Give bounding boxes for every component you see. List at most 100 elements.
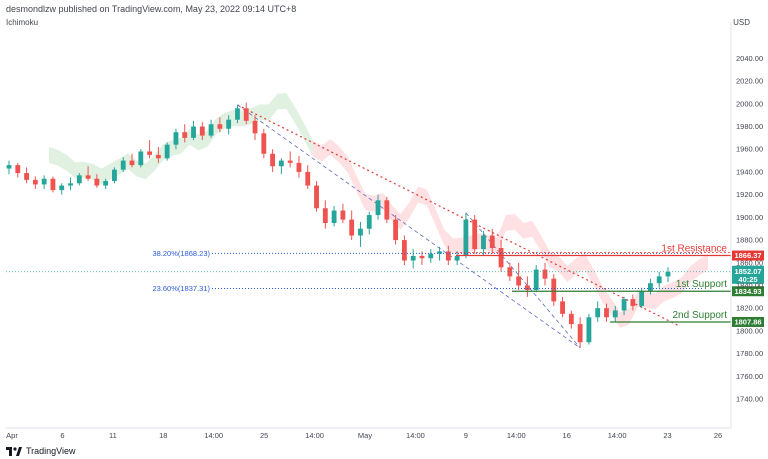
candle-body bbox=[533, 269, 539, 291]
candle-body bbox=[6, 165, 12, 169]
candle-body bbox=[191, 126, 196, 138]
key-level-price-text: 1807.86 bbox=[734, 318, 761, 327]
time-tick-label: 18 bbox=[159, 431, 167, 440]
key-level-price-tag bbox=[732, 316, 764, 327]
price-tick-label: 1840.00 bbox=[736, 281, 763, 290]
price-tick-label: 1940.00 bbox=[736, 167, 763, 176]
time-tick-label: 14:00 bbox=[507, 431, 526, 440]
candle-body bbox=[375, 200, 381, 216]
candle-body bbox=[665, 271, 671, 277]
candle-body bbox=[182, 132, 188, 138]
candle-body bbox=[41, 178, 47, 185]
time-tick-label: 23 bbox=[663, 431, 671, 440]
indicator-label[interactable]: Ichimoku bbox=[6, 18, 39, 27]
candle-body bbox=[68, 183, 73, 186]
candle-body bbox=[217, 124, 223, 129]
candle-body bbox=[155, 154, 161, 159]
price-tick-label: 1800.00 bbox=[736, 326, 763, 335]
current-price-tag bbox=[732, 265, 764, 284]
candle-body bbox=[507, 267, 513, 277]
candle-body bbox=[322, 208, 328, 224]
time-tick-label: 25 bbox=[260, 431, 268, 440]
candle-body bbox=[112, 169, 117, 182]
descending-trendline-inner bbox=[465, 212, 581, 349]
candle-body bbox=[516, 276, 522, 286]
key-level-price-text: 1866.37 bbox=[734, 251, 761, 260]
candle-body bbox=[314, 185, 319, 209]
price-tick-label: 1860.00 bbox=[736, 258, 763, 267]
price-tick-label: 2040.00 bbox=[736, 54, 763, 63]
candle-body bbox=[278, 160, 284, 167]
candle-body bbox=[604, 308, 609, 318]
candle-body bbox=[445, 251, 451, 261]
current-price-text: 1852.07 bbox=[734, 267, 761, 276]
price-tick-label: 1780.00 bbox=[736, 349, 763, 358]
candle-body bbox=[59, 185, 65, 191]
candle-body bbox=[524, 285, 530, 291]
time-tick-label: 6 bbox=[60, 431, 64, 440]
candle-body bbox=[32, 179, 38, 185]
candle-body bbox=[410, 255, 416, 261]
fib-level-label: 23.60%(1837.31) bbox=[152, 284, 210, 293]
candle-body bbox=[481, 235, 486, 250]
candle-body bbox=[50, 178, 56, 191]
time-tick-label: 14:00 bbox=[305, 431, 324, 440]
candle-body bbox=[498, 248, 504, 268]
candle-body bbox=[621, 299, 627, 311]
time-tick-label: 16 bbox=[563, 431, 571, 440]
price-tick-label: 2020.00 bbox=[736, 77, 763, 86]
candle-body bbox=[630, 299, 636, 306]
candle-body bbox=[437, 251, 442, 254]
candle-body bbox=[586, 317, 592, 343]
axes: 1740.00 1760.00 1780.00 1800.00 1820.00 1840.… bbox=[6, 22, 763, 440]
candle-body bbox=[226, 119, 232, 129]
candle-body bbox=[94, 178, 100, 186]
footer-brand-text: TradingView bbox=[26, 446, 76, 456]
candle-body bbox=[138, 151, 144, 166]
key-level-name: 2nd Support bbox=[673, 310, 728, 321]
candle-body bbox=[542, 269, 548, 279]
candle-body bbox=[340, 210, 346, 220]
candles bbox=[6, 102, 671, 348]
candle-body bbox=[393, 219, 399, 241]
candle-body bbox=[296, 162, 302, 172]
current-price-timer: 40:25 bbox=[738, 275, 757, 284]
candle-body bbox=[76, 175, 82, 184]
price-tick-label: 1820.00 bbox=[736, 304, 763, 313]
candle-body bbox=[243, 108, 249, 121]
candle-body bbox=[489, 235, 495, 249]
candle-body bbox=[560, 301, 565, 314]
candle-body bbox=[331, 210, 337, 224]
candle-body bbox=[366, 215, 372, 229]
time-tick-label: 26 bbox=[714, 431, 722, 440]
tradingview-logo-icon bbox=[6, 446, 22, 456]
price-tick-label: 1980.00 bbox=[736, 122, 763, 131]
candle-body bbox=[199, 126, 205, 136]
time-tick-label: May bbox=[358, 431, 372, 440]
candle-body bbox=[577, 324, 583, 343]
candle-body bbox=[270, 153, 276, 167]
trendlines bbox=[237, 104, 681, 349]
candle-body bbox=[287, 160, 293, 163]
time-tick-label: 9 bbox=[464, 431, 468, 440]
price-tick-label: 1920.00 bbox=[736, 190, 763, 199]
time-tick-label: 14:00 bbox=[204, 431, 223, 440]
ichimoku-cloud-bearish bbox=[312, 139, 708, 329]
key-level-name: 1st Support bbox=[676, 279, 727, 290]
publisher-line: desmondlzw published on TradingView.com,… bbox=[6, 4, 297, 14]
candle-body bbox=[103, 181, 109, 186]
time-tick-label: 14:00 bbox=[608, 431, 627, 440]
candle-body bbox=[472, 219, 478, 250]
candle-body bbox=[612, 310, 618, 318]
time-tick-label: 11 bbox=[109, 431, 117, 440]
candle-body bbox=[305, 171, 311, 186]
price-tick-label: 1740.00 bbox=[736, 395, 763, 404]
candle-body bbox=[147, 151, 153, 155]
candle-body bbox=[419, 255, 425, 259]
candle-body bbox=[261, 133, 267, 154]
key-level-price-tag bbox=[732, 286, 764, 297]
key-levels: 38.20%(1868.23) 23.60%(1837.31) 1st Resist… bbox=[6, 244, 764, 327]
footer-brand[interactable]: TradingView bbox=[6, 446, 76, 456]
candle-body bbox=[384, 200, 390, 220]
